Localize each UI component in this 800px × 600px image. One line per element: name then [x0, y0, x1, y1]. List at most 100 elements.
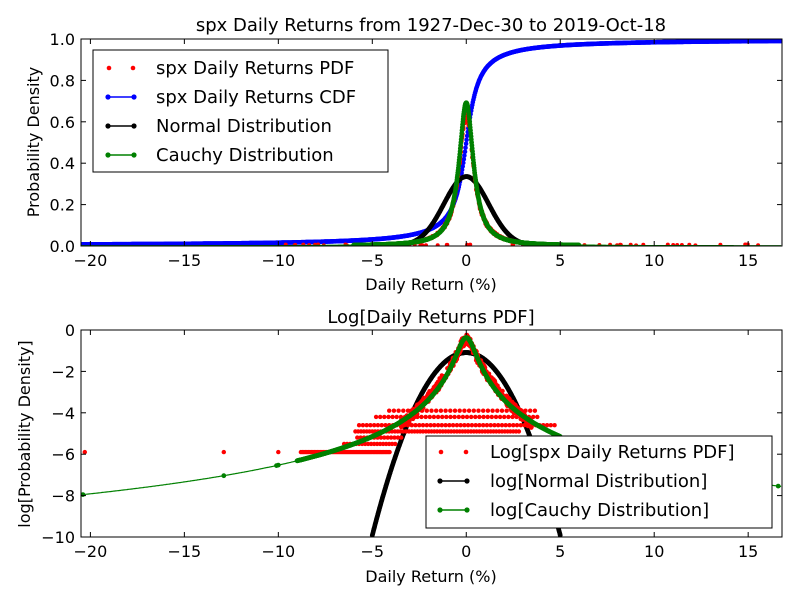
legend-label: spx Daily Returns CDF	[156, 87, 356, 108]
log-pdf-point	[355, 435, 360, 440]
log-pdf-point	[473, 423, 478, 428]
log-pdf-point	[490, 408, 495, 413]
cdf-point	[464, 133, 470, 139]
log-pdf-point	[510, 414, 515, 420]
cdf-point	[461, 157, 467, 162]
log-pdf-point	[393, 441, 398, 447]
cdf-point	[779, 39, 782, 44]
log-pdf-point	[477, 423, 482, 428]
plot-area	[81, 332, 782, 537]
log-pdf-point	[477, 414, 482, 420]
cdf-point	[459, 167, 465, 173]
cdf-point	[463, 145, 468, 151]
series-log-cauchy	[81, 335, 782, 497]
log-pdf-point	[428, 423, 433, 428]
log-pdf-point	[499, 423, 505, 428]
log-pdf-point	[373, 414, 379, 420]
x-axis-ticks: −20 −15 −10 −5 0 5 10 15	[74, 39, 758, 270]
log-pdf-point	[481, 423, 486, 428]
log-pdf-point	[394, 414, 399, 420]
log-pdf-point	[452, 414, 457, 420]
legend-marker	[131, 152, 137, 158]
log-pdf-point	[443, 423, 448, 428]
legend-marker	[105, 94, 111, 100]
log-pdf-point	[518, 423, 523, 428]
pdf-point	[445, 242, 450, 246]
pdf-point	[468, 242, 473, 246]
legend-box	[92, 49, 389, 173]
y-tick-label: 0.2	[50, 196, 75, 215]
log-pdf-point	[502, 414, 507, 420]
chart-title: Log[Daily Returns PDF]	[327, 307, 534, 328]
log-pdf-point	[360, 423, 366, 428]
legend-marker	[131, 94, 137, 100]
chart-title: spx Daily Returns from 1927-Dec-30 to 20…	[196, 15, 666, 36]
y-axis-ticks: 0.00.20.40.60.81.0	[50, 30, 782, 256]
log-pdf-point	[387, 449, 392, 455]
log-pdf-point	[450, 423, 456, 428]
y-axis-label: Probability Density	[24, 67, 43, 218]
log-pdf-point	[465, 423, 471, 428]
log-pdf-point	[387, 408, 392, 413]
legend-marker	[106, 65, 112, 71]
log-pdf-point	[420, 423, 426, 428]
log-pdf-point	[448, 408, 453, 413]
cdf-point	[460, 164, 466, 169]
log-pdf-point	[493, 414, 499, 420]
log-pdf-point	[504, 408, 509, 413]
log-pdf-point	[447, 423, 452, 428]
log-pdf-point	[514, 423, 520, 428]
legend-label: Normal Distribution	[156, 116, 332, 137]
log-pdf-point	[485, 408, 491, 413]
log-pdf-point	[427, 414, 432, 420]
legend-marker	[105, 152, 111, 158]
legend-label: spx Daily Returns PDF	[156, 58, 354, 79]
log-pdf-point	[462, 423, 467, 428]
log-pdf-point	[424, 423, 429, 428]
legend-marker	[105, 123, 111, 129]
log-pdf-point	[395, 435, 401, 440]
legend-item: spx Daily Returns PDF	[106, 58, 354, 79]
log-pdf-point	[435, 414, 441, 420]
log-pdf-point	[439, 373, 444, 378]
log-pdf-point	[431, 414, 437, 420]
log-pdf-point	[506, 414, 511, 420]
log-pdf-point	[356, 423, 362, 428]
log-pdf-point	[432, 423, 437, 428]
log-pdf-point	[507, 423, 512, 428]
cdf-point	[464, 137, 469, 143]
y-tick-label: 0.8	[50, 71, 75, 90]
log-pdf-point	[424, 408, 429, 413]
pdf-point	[424, 243, 428, 246]
cdf-point	[462, 149, 468, 154]
log-pdf-chart: Log[Daily Returns PDF] −20 −15 −10 −5 0 5 10 15…	[15, 307, 783, 586]
log-pdf-point	[469, 414, 474, 420]
log-pdf-point	[529, 425, 534, 430]
log-pdf-point	[488, 423, 493, 428]
log-pdf-point	[454, 423, 460, 428]
log-pdf-point	[440, 414, 445, 420]
log-pdf-point	[499, 408, 505, 413]
pdf-point	[418, 243, 423, 246]
log-pdf-point	[462, 408, 467, 413]
y-tick-label: 0.6	[50, 113, 75, 132]
log-pdf-point	[552, 423, 557, 428]
log-pdf-point	[544, 423, 550, 428]
cauchy-point	[576, 242, 582, 246]
log-pdf-point	[444, 414, 449, 420]
log-pdf-point	[221, 449, 226, 455]
x-tick-label: 0	[461, 251, 471, 270]
log-pdf-point	[392, 435, 397, 440]
series-cauchy	[81, 100, 782, 246]
log-pdf-point	[476, 408, 481, 413]
log-pdf-point	[391, 408, 397, 413]
log-pdf-point	[385, 435, 390, 440]
pdf-cdf-chart: spx Daily Returns from 1927-Dec-30 to 20…	[24, 15, 783, 294]
log-pdf-point	[378, 435, 384, 440]
log-pdf-point	[378, 414, 383, 420]
log-pdf-point	[434, 408, 439, 413]
x-tick-label: 15	[738, 251, 758, 270]
x-tick-label: −5	[361, 251, 385, 270]
log-pdf-point	[452, 408, 458, 413]
